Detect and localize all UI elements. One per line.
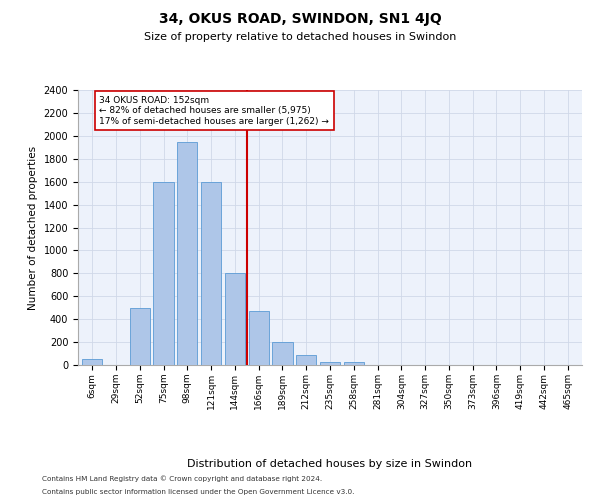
Bar — [272, 342, 293, 365]
Bar — [344, 362, 364, 365]
Bar — [82, 360, 103, 365]
Bar — [296, 354, 316, 365]
Text: Size of property relative to detached houses in Swindon: Size of property relative to detached ho… — [144, 32, 456, 42]
Bar — [130, 308, 150, 365]
Text: 34 OKUS ROAD: 152sqm
← 82% of detached houses are smaller (5,975)
17% of semi-de: 34 OKUS ROAD: 152sqm ← 82% of detached h… — [100, 96, 329, 126]
Bar — [154, 182, 173, 365]
Bar — [248, 311, 269, 365]
Y-axis label: Number of detached properties: Number of detached properties — [28, 146, 38, 310]
Bar — [177, 142, 197, 365]
Text: Contains public sector information licensed under the Open Government Licence v3: Contains public sector information licen… — [42, 489, 355, 495]
Text: Contains HM Land Registry data © Crown copyright and database right 2024.: Contains HM Land Registry data © Crown c… — [42, 476, 322, 482]
Text: 34, OKUS ROAD, SWINDON, SN1 4JQ: 34, OKUS ROAD, SWINDON, SN1 4JQ — [158, 12, 442, 26]
X-axis label: Distribution of detached houses by size in Swindon: Distribution of detached houses by size … — [187, 459, 473, 469]
Bar — [320, 362, 340, 365]
Bar — [201, 182, 221, 365]
Bar — [225, 274, 245, 365]
